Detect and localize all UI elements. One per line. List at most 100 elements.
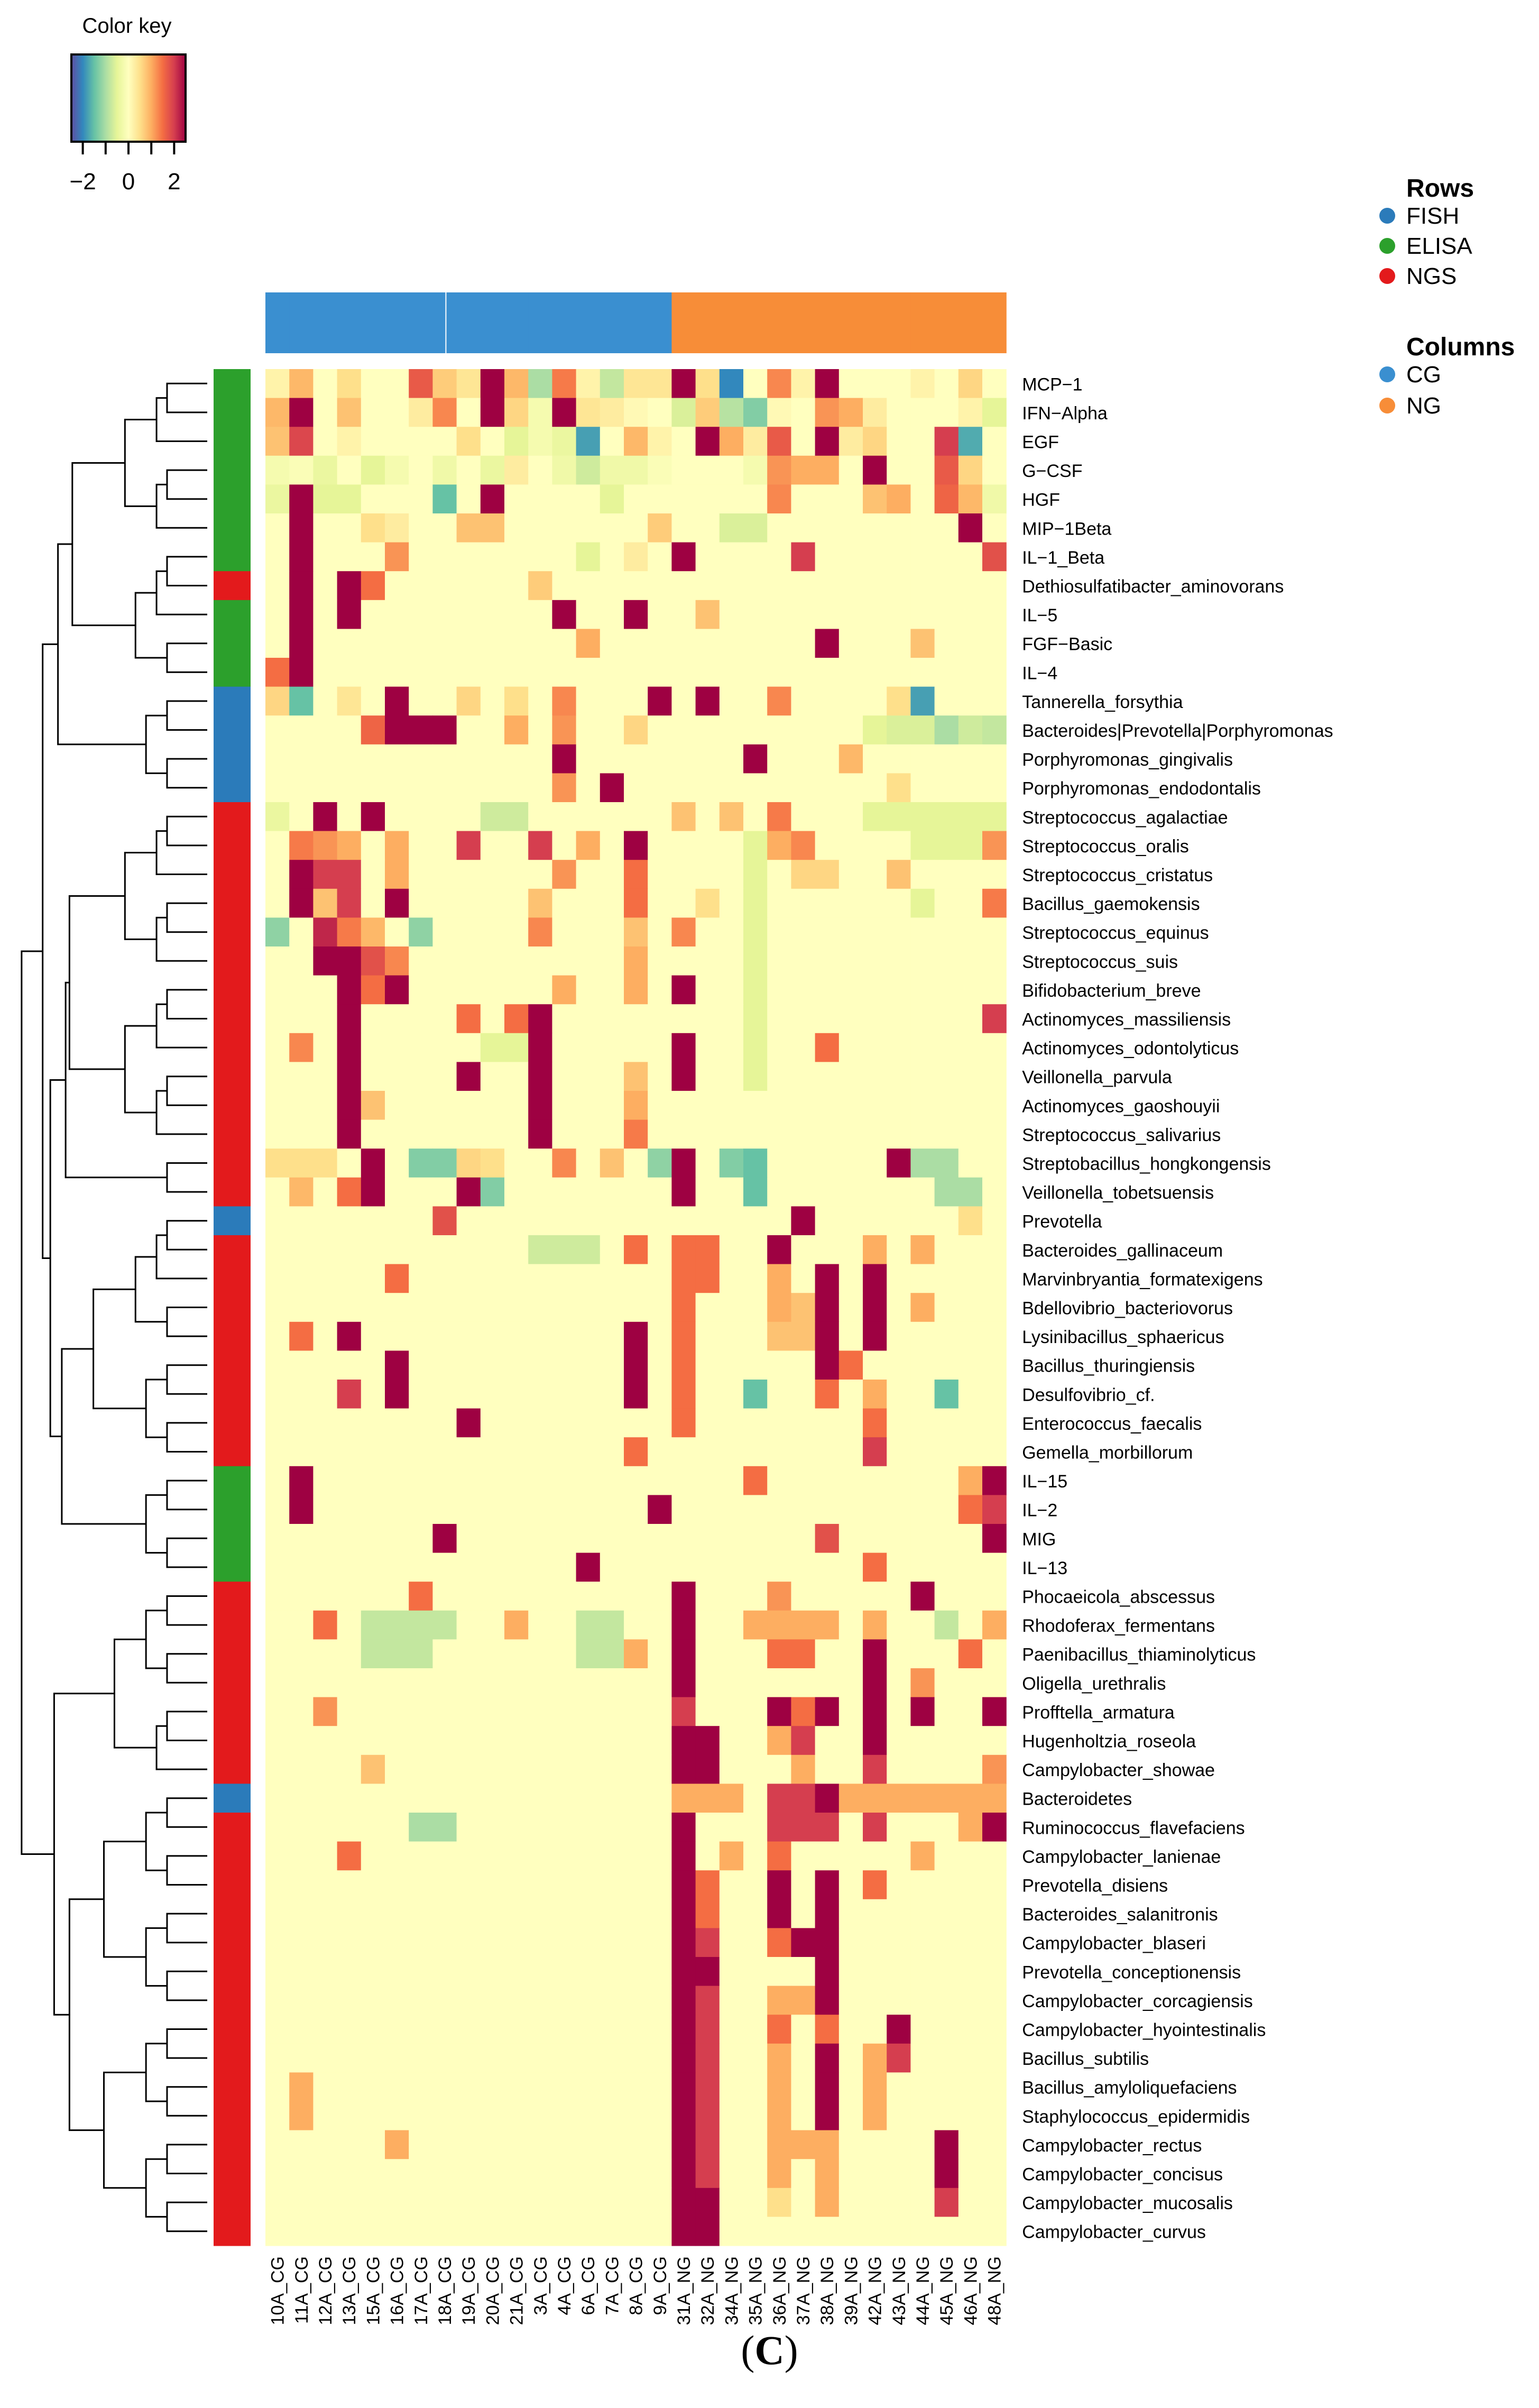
- heatmap-cell: [265, 427, 290, 456]
- heatmap-cell: [863, 1119, 887, 1149]
- heatmap-cell: [910, 1408, 935, 1438]
- heatmap-cell: [958, 1466, 983, 1495]
- heatmap-cell: [719, 860, 744, 889]
- heatmap-cell: [719, 1119, 744, 1149]
- heatmap-cell: [863, 1697, 887, 1726]
- heatmap-cell: [648, 2043, 672, 2073]
- heatmap-cell: [385, 1899, 409, 1928]
- heatmap-cell: [337, 1264, 362, 1293]
- heatmap-cell: [695, 975, 720, 1005]
- heatmap-cell: [432, 2015, 457, 2044]
- dendrogram-branch: [166, 1307, 207, 1337]
- heatmap-cell: [456, 1870, 481, 1900]
- heatmap-cell: [671, 1264, 696, 1293]
- heatmap-cell: [838, 1091, 863, 1120]
- heatmap-cell: [361, 1264, 385, 1293]
- heatmap-cell: [576, 629, 601, 658]
- row-label: Bifidobacterium_breve: [1022, 981, 1201, 1001]
- heatmap-cell: [719, 1754, 744, 1784]
- heatmap-cell: [982, 1899, 1007, 1928]
- heatmap-cell: [456, 1293, 481, 1322]
- heatmap-cell: [289, 1350, 314, 1380]
- heatmap-cell: [528, 1986, 552, 2015]
- heatmap-cell: [600, 1062, 624, 1091]
- heatmap-cell: [838, 715, 863, 745]
- heatmap-cell: [695, 1206, 720, 1236]
- heatmap-cell: [791, 2217, 816, 2246]
- heatmap-cell: [791, 975, 816, 1005]
- heatmap-cell: [743, 802, 768, 832]
- heatmap-cell: [791, 1264, 816, 1293]
- dendrogram-branch: [166, 700, 207, 731]
- heatmap-cell: [289, 513, 314, 543]
- heatmap-cell: [600, 2159, 624, 2189]
- heatmap-cell: [767, 860, 791, 889]
- heatmap-cell: [624, 427, 648, 456]
- heatmap-cell: [982, 1928, 1007, 1957]
- heatmap-cell: [552, 888, 577, 918]
- column-annotation-cell: [552, 292, 577, 353]
- heatmap-cell: [791, 1813, 816, 1842]
- heatmap-cell: [528, 1610, 552, 1640]
- heatmap-cell: [409, 888, 433, 918]
- heatmap-cell: [624, 1119, 648, 1149]
- heatmap-cell: [337, 1899, 362, 1928]
- heatmap-cell: [337, 1119, 362, 1149]
- heatmap-cell: [337, 1408, 362, 1438]
- dendrogram-branch: [166, 1162, 207, 1193]
- column-annotation-cell: [863, 292, 887, 353]
- heatmap-cell: [719, 1668, 744, 1698]
- heatmap-cell: [385, 1639, 409, 1669]
- heatmap-cell: [743, 975, 768, 1005]
- heatmap-cell: [982, 1264, 1007, 1293]
- heatmap-cell: [504, 427, 529, 456]
- heatmap-cell: [624, 1321, 648, 1351]
- heatmap-cell: [552, 946, 577, 976]
- heatmap-cell: [838, 2043, 863, 2073]
- heatmap-cell: [576, 2159, 601, 2189]
- heatmap-cell: [576, 860, 601, 889]
- heatmap-cell: [838, 1235, 863, 1265]
- heatmap-cell: [409, 455, 433, 485]
- heatmap-cell: [361, 1293, 385, 1322]
- row-label: Actinomyces_gaoshouyii: [1022, 1096, 1220, 1116]
- heatmap-cell: [695, 571, 720, 601]
- heatmap-cell: [671, 1552, 696, 1582]
- heatmap-cell: [743, 1206, 768, 1236]
- heatmap-cell: [409, 1726, 433, 1756]
- row-annotation-cell: [214, 1206, 251, 1236]
- heatmap-cell: [289, 600, 314, 629]
- heatmap-cell: [361, 1928, 385, 1957]
- dendrogram-branch: [166, 382, 207, 413]
- heatmap-cell: [838, 1466, 863, 1495]
- heatmap-cell: [480, 1697, 505, 1726]
- heatmap-cell: [456, 1033, 481, 1062]
- heatmap-cell: [815, 542, 840, 572]
- heatmap-cell: [385, 1119, 409, 1149]
- heatmap-cell: [337, 1813, 362, 1842]
- heatmap-cell: [456, 2159, 481, 2189]
- heatmap-cell: [934, 773, 959, 803]
- heatmap-cell: [887, 1148, 911, 1178]
- heatmap-cell: [528, 1437, 552, 1467]
- heatmap-cell: [719, 1235, 744, 1265]
- column-label: 12A_CG: [316, 2256, 336, 2325]
- heatmap-cell: [313, 1091, 338, 1120]
- column-label: 46A_NG: [961, 2256, 981, 2325]
- heatmap-cell: [910, 1437, 935, 1467]
- heatmap-cell: [361, 1986, 385, 2015]
- heatmap-cell: [671, 2043, 696, 2073]
- heatmap-cell: [982, 1062, 1007, 1091]
- heatmap-cell: [767, 1582, 791, 1611]
- heatmap-cell: [528, 773, 552, 803]
- heatmap-cell: [456, 1408, 481, 1438]
- heatmap-cell: [265, 2015, 290, 2044]
- heatmap-cell: [671, 369, 696, 399]
- heatmap-cell: [743, 2188, 768, 2217]
- heatmap-cell: [409, 1697, 433, 1726]
- heatmap-cell: [456, 455, 481, 485]
- heatmap-cell: [624, 831, 648, 860]
- heatmap-cell: [624, 975, 648, 1005]
- heatmap-cell: [934, 888, 959, 918]
- heatmap-cell: [265, 2159, 290, 2189]
